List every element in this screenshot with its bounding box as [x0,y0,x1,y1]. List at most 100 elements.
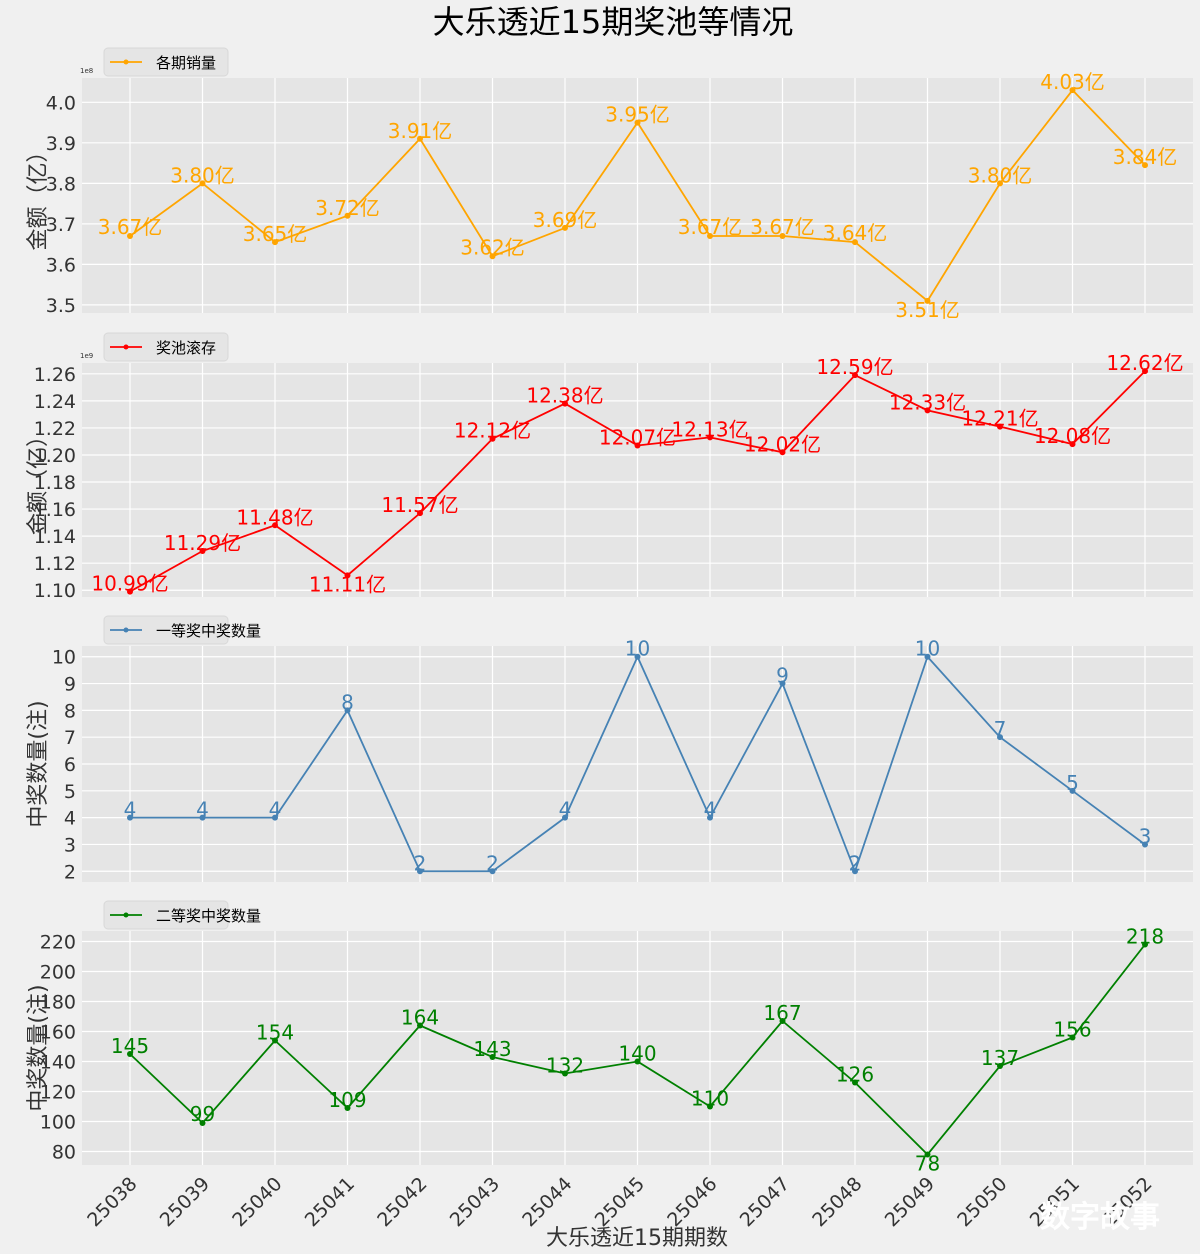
y-tick-label: 3 [64,834,76,856]
y-tick-label: 1.14 [34,526,76,548]
legend-marker-icon [123,59,129,65]
data-point [997,734,1003,741]
data-point [634,1058,641,1065]
data-label: 4 [196,798,209,822]
data-label: 12.02亿 [744,432,821,456]
data-point [852,372,858,379]
data-label: 154 [256,1021,294,1045]
data-point [272,522,278,529]
data-label: 11.29亿 [164,531,241,555]
data-point [924,1151,931,1158]
data-point [1069,441,1076,448]
data-point [779,233,786,240]
data-point [852,868,858,875]
data-label: 3.80亿 [170,163,235,187]
data-label: 2 [486,851,499,875]
data-label: 12.62亿 [1106,351,1183,375]
data-label: 99 [190,1102,215,1126]
y-tick-label: 3.8 [46,173,76,195]
y-tick-label: 1.10 [34,580,76,602]
x-axis-label: 大乐透近15期期数 [546,1226,728,1251]
y-tick-label: 6 [64,754,76,776]
data-point [562,400,568,407]
y-tick-label: 3.7 [46,214,76,236]
y-tick-label: 120 [40,1082,76,1104]
data-point [852,239,858,246]
legend-marker-icon [123,627,129,633]
x-tick-label: 25049 [881,1173,939,1231]
x-tick-label: 25050 [953,1173,1011,1231]
data-point [489,253,496,260]
data-point [127,588,133,595]
data-point [562,1070,568,1077]
y-tick-label: 3.5 [46,295,76,317]
data-label: 4 [124,798,137,822]
data-point [1142,841,1148,848]
data-point [1142,162,1148,169]
x-tick-label: 25044 [518,1173,576,1231]
data-point [272,239,278,246]
panel-4: 80 100 120 140 160 180 200 220 中奖数量(注) 145 99 154 10… [26,900,1193,1231]
legend-box [103,47,229,77]
data-point [997,1063,1003,1069]
legend-marker-icon [123,344,129,350]
data-point [417,1022,423,1029]
data-label: 3.51亿 [895,298,960,322]
data-point [997,423,1003,430]
x-tick-label: 25041 [301,1173,359,1231]
data-label: 7 [994,717,1007,741]
data-point [199,548,206,555]
legend-label: 各期销量 [156,54,216,72]
watermark: 数字故事 [1040,1200,1160,1235]
data-point [562,814,568,821]
legend-marker-icon [123,912,129,918]
data-label: 3.69亿 [533,208,598,232]
data-label: 140 [618,1042,656,1066]
y-tick-label: 200 [40,962,76,984]
data-point [852,1079,858,1086]
data-label: 4 [559,798,572,822]
data-label: 4 [704,798,717,822]
panel-2: 1.10 1.12 1.14 1.16 1.18 1.20 1.22 1.24 1.26 1e9 金… [26,332,1193,602]
data-label: 164 [401,1006,439,1030]
y-tick-label: 7 [64,727,76,749]
x-tick-label: 25039 [156,1173,214,1231]
x-tick-label: 25048 [808,1173,866,1231]
data-point [127,1051,133,1057]
y-tick-label: 180 [40,992,76,1014]
legend: 奖池滚存 [103,332,229,362]
data-point [997,180,1003,187]
data-point [344,707,351,714]
data-label: 156 [1053,1018,1091,1042]
data-label: 5 [1066,771,1079,795]
y-axis-label: 金额（亿） [26,140,51,250]
data-label: 110 [691,1087,729,1111]
data-label: 12.59亿 [816,355,893,379]
data-point [344,212,351,219]
data-point [634,442,641,449]
data-label: 3.62亿 [460,235,525,259]
axis-offset-text: 1e9 [80,352,93,360]
data-point [924,653,931,660]
y-tick-label: 5 [64,781,76,803]
data-point [779,449,786,456]
data-label: 3.84亿 [1113,145,1178,169]
data-label: 3.64亿 [823,221,888,245]
data-point [924,297,931,304]
data-label: 12.13亿 [671,417,748,441]
data-label: 3 [1139,824,1152,848]
data-label: 145 [111,1034,149,1058]
y-tick-label: 4 [64,808,76,830]
data-point [489,435,496,442]
y-tick-label: 3.6 [46,254,76,276]
data-label: 8 [341,690,354,714]
data-point [1069,1034,1076,1041]
data-label: 126 [836,1063,874,1087]
data-point [272,1037,278,1044]
data-point [1069,87,1076,94]
data-point [489,1054,496,1060]
data-label: 2 [849,851,862,875]
data-label: 4 [269,798,282,822]
y-tick-label: 140 [40,1052,76,1074]
